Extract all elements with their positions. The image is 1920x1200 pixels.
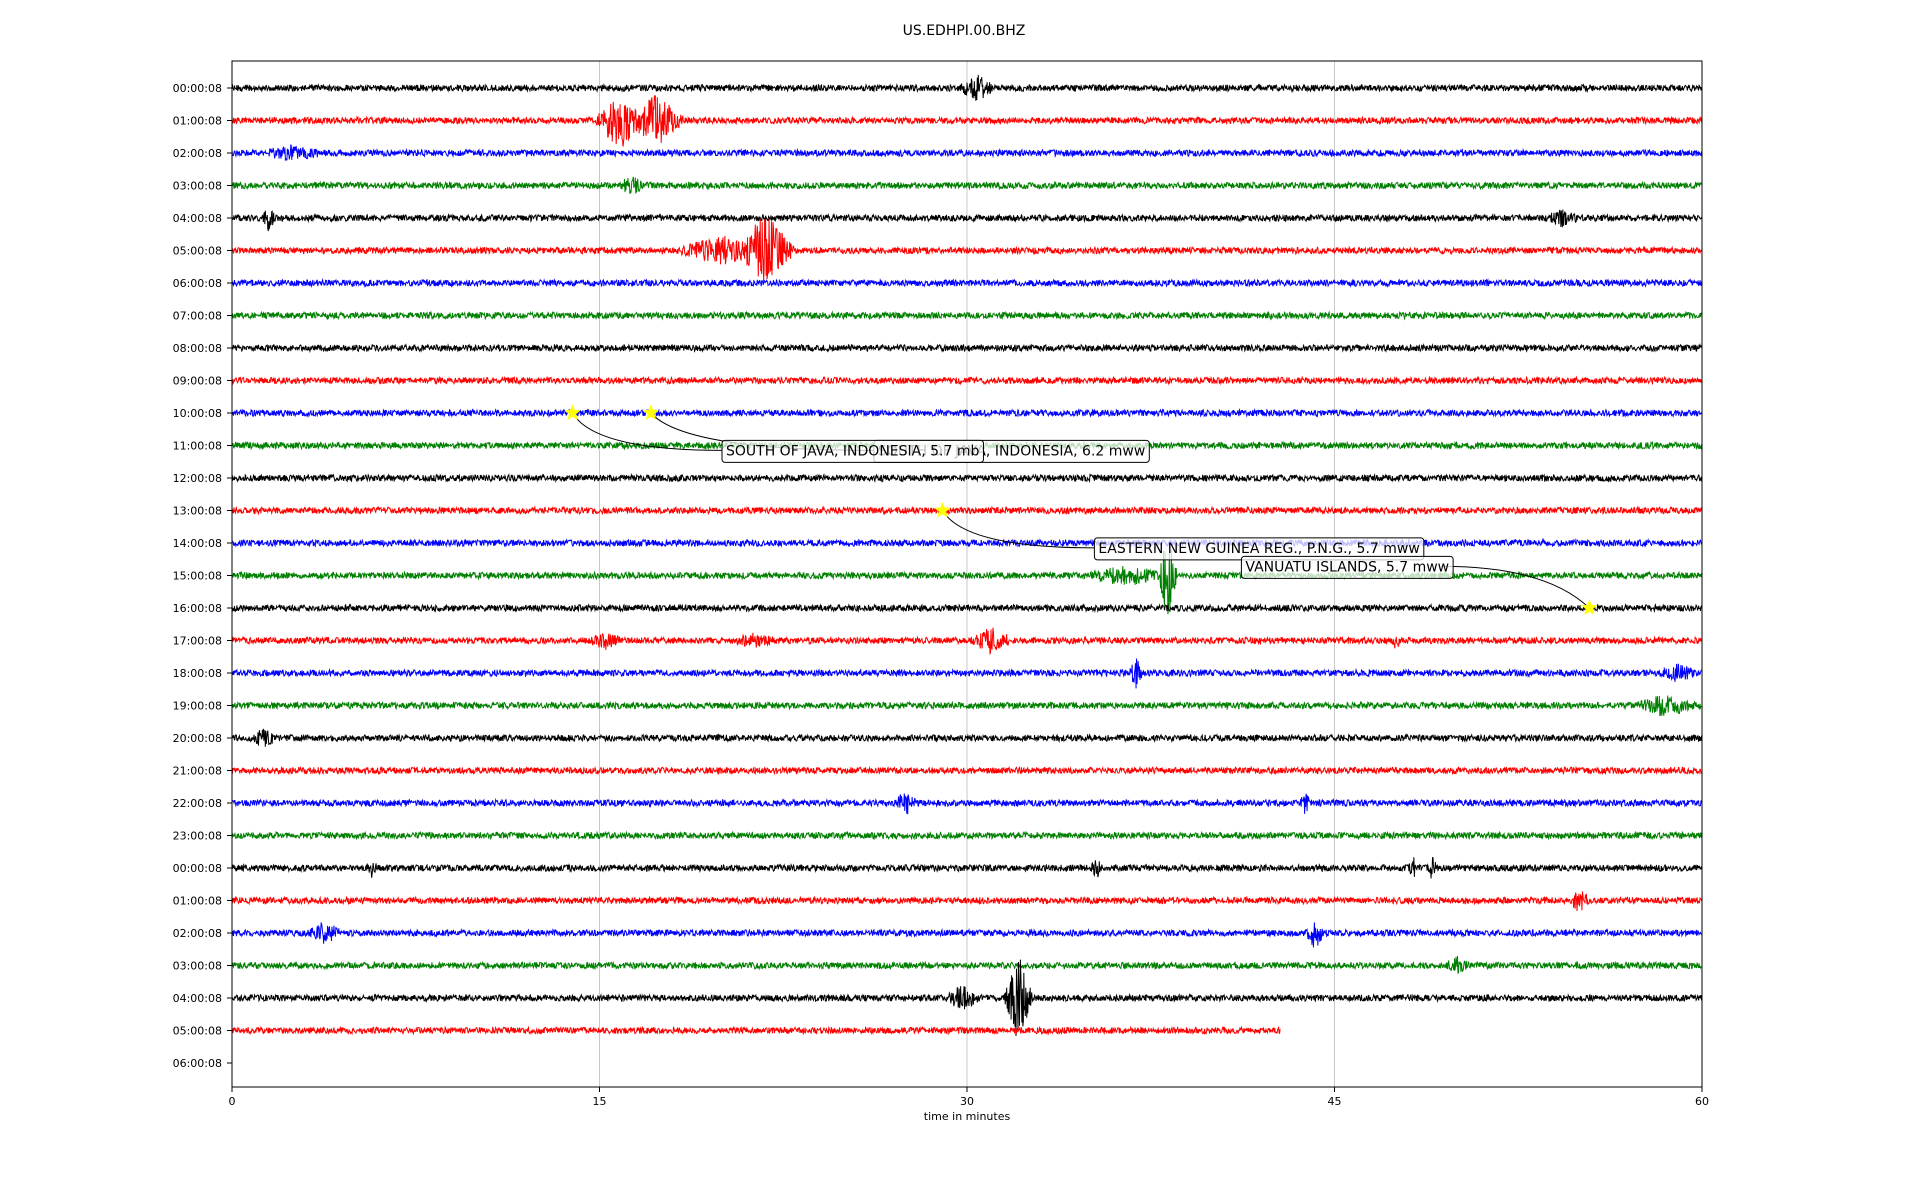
row-label: 02:00:08 (173, 927, 222, 940)
traces (231, 74, 1703, 1037)
row-label: 14:00:08 (173, 537, 222, 550)
annotation-label: EASTERN NEW GUINEA REG., P.N.G., 5.7 mww (1093, 537, 1425, 561)
trace-row-24 (231, 857, 1702, 879)
trace-row-20 (231, 728, 1703, 747)
event-star-marker (642, 404, 660, 421)
row-label: 07:00:08 (173, 310, 222, 323)
row-label: 23:00:08 (173, 830, 222, 843)
row-label: 10:00:08 (173, 407, 222, 420)
trace-row-5 (231, 218, 1702, 282)
trace-row-22 (231, 793, 1703, 815)
trace-row-13 (231, 505, 1702, 516)
row-label: 11:00:08 (173, 440, 222, 453)
trace-row-26 (231, 921, 1702, 948)
annotation-text: SOUTH OF JAVA, INDONESIA, 5.7 mb (726, 443, 979, 459)
row-label: 02:00:08 (173, 147, 222, 160)
trace-row-18 (231, 658, 1702, 689)
trace-row-25 (231, 891, 1702, 912)
row-label: 00:00:08 (173, 862, 222, 875)
x-tick-label: 45 (1328, 1095, 1342, 1108)
trace-row-4 (231, 209, 1702, 232)
x-tick-label: 0 (229, 1095, 236, 1108)
event-star-marker (934, 501, 951, 518)
event-star-marker (1581, 599, 1598, 616)
row-label: 03:00:08 (173, 960, 222, 973)
x-axis: 0 15 30 45 60 (229, 1087, 1709, 1108)
trace-row-29 (231, 1025, 1281, 1036)
row-label: 22:00:08 (173, 797, 222, 810)
trace-row-21 (231, 765, 1702, 776)
row-label: 08:00:08 (173, 342, 222, 355)
row-label: 12:00:08 (173, 472, 222, 485)
trace-row-3 (231, 176, 1702, 194)
annotation-text: VANUATU ISLANDS, 5.7 mww (1245, 559, 1449, 575)
row-label: 05:00:08 (173, 245, 222, 258)
trace-row-6 (231, 277, 1703, 289)
row-label: 16:00:08 (173, 602, 222, 615)
trace-row-16 (231, 602, 1702, 614)
trace-row-28 (231, 959, 1703, 1037)
trace-row-1 (231, 95, 1703, 147)
annotation-label: VANUATU ISLANDS, 5.7 mww (1240, 555, 1454, 579)
annotation-connector (572, 412, 723, 451)
row-labels: 00:00:08 01:00:08 02:00:08 03:00:08 04:00:08… (173, 82, 232, 1070)
row-label: 15:00:08 (173, 570, 222, 583)
annotation-text: EASTERN NEW GUINEA REG., P.N.G., 5.7 mww (1098, 541, 1419, 557)
trace-row-23 (231, 830, 1703, 841)
row-label: 18:00:08 (173, 667, 222, 680)
trace-row-8 (231, 342, 1702, 354)
trace-row-10 (231, 408, 1702, 419)
trace-row-7 (231, 310, 1702, 321)
row-label: 01:00:08 (173, 895, 222, 908)
trace-row-14 (231, 537, 1702, 549)
annotation-box (1240, 555, 1454, 579)
row-label: 13:00:08 (173, 505, 222, 518)
trace-row-27 (231, 955, 1702, 974)
event-star-marker (564, 404, 581, 421)
trace-row-15 (231, 549, 1703, 615)
x-axis-label: time in minutes (924, 1110, 1011, 1123)
x-tick-label: 15 (593, 1095, 607, 1108)
row-label: 06:00:08 (173, 1057, 222, 1070)
chart-title: US.EDHPI.00.BHZ (903, 23, 1026, 39)
row-label: 04:00:08 (173, 992, 222, 1005)
annotation-box (721, 439, 984, 463)
trace-row-2 (231, 144, 1703, 162)
row-label: 20:00:08 (173, 732, 222, 745)
row-label: 00:00:08 (173, 82, 222, 95)
row-label: 19:00:08 (173, 700, 222, 713)
row-label: 04:00:08 (173, 212, 222, 225)
row-label: 05:00:08 (173, 1025, 222, 1038)
trace-row-12 (231, 472, 1703, 484)
trace-row-19 (231, 695, 1702, 717)
annotation-connector (942, 510, 1095, 549)
trace-row-17 (231, 627, 1702, 656)
row-label: 03:00:08 (173, 180, 222, 193)
annotation-connector (1442, 565, 1590, 609)
row-label: 21:00:08 (173, 765, 222, 778)
trace-row-0 (231, 74, 1703, 101)
trace-row-9 (231, 375, 1703, 386)
row-label: 09:00:08 (173, 375, 222, 388)
row-label: 06:00:08 (173, 277, 222, 290)
annotation-label: SOUTH OF JAVA, INDONESIA, 5.7 mb (721, 439, 984, 463)
x-tick-label: 60 (1695, 1095, 1709, 1108)
row-label: 01:00:08 (173, 115, 222, 128)
x-tick-label: 30 (960, 1095, 974, 1108)
row-label: 17:00:08 (173, 635, 222, 648)
